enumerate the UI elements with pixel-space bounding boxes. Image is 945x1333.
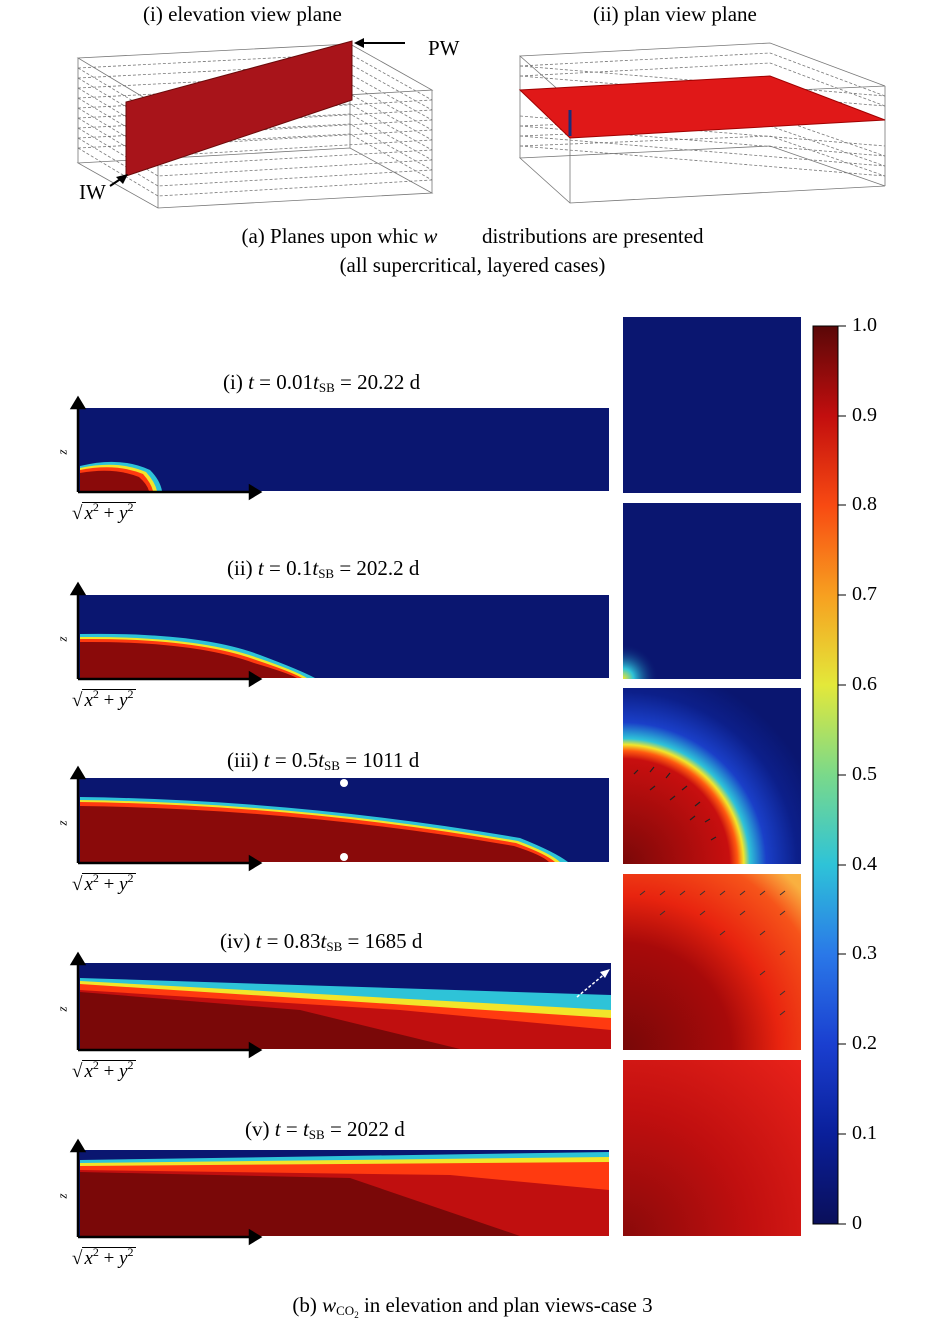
z-axis-label-3: z [54,820,70,826]
caption-a-symbol: w [423,224,438,248]
colorbar [812,325,839,1225]
elevation-panel-5 [78,1150,609,1236]
vector-arrows-3 [633,766,717,841]
z-axis-label-5: z [54,1193,70,1199]
plan-view-title: (ii) plan view plane [593,2,757,26]
colorbar-tick-label: 0.8 [852,493,877,515]
plan-panel-2 [623,503,801,679]
plan-panel-5 [623,1060,801,1236]
vector-arrows-4 [639,890,786,1016]
colorbar-tick-label: 0 [852,1212,862,1234]
colorbar-tick-label: 0.2 [852,1032,877,1054]
plan-panel-3 [623,688,801,864]
radial-axis-label-1: √ x2 + y2 [72,500,136,524]
colorbar-ticks [838,325,846,1225]
colorbar-tick-label: 0.3 [852,942,877,964]
elevation-view-title: (i) elevation view plane [143,2,342,26]
panel-title-1: (i) t = 0.01tSB = 20.22 d [223,370,421,395]
panel-title-2: (ii) t = 0.1tSB = 202.2 d [227,556,420,581]
plan-panel-4 [623,874,801,1050]
caption-a: (a) Planes upon whic w distributions are… [0,222,945,280]
colorbar-tick-label: 0.6 [852,673,877,695]
colorbar-tick-label: 0.9 [852,404,877,426]
colorbar-tick-label: 0.4 [852,853,877,875]
elevation-plane [125,40,353,177]
colorbar-tick-label: 0.5 [852,763,877,785]
elevation-panel-3 [78,778,609,862]
radial-axis-label-3: √ x2 + y2 [72,871,136,895]
colorbar-tick-label: 1.0 [852,314,877,336]
z-axis-label-4: z [54,1006,70,1012]
elevation-panel-4 [78,963,611,1049]
pw-label: PW [428,36,460,60]
z-axis-label-2: z [54,636,70,642]
iw-label: IW [79,180,106,204]
plan-plane [518,75,886,139]
radial-axis-label-4: √ x2 + y2 [72,1058,136,1082]
panel-title-5: (v) t = tSB = 2022 d [245,1117,405,1142]
caption-a-pre: (a) Planes upon whic [241,224,419,248]
radial-axis-label-5: √ x2 + y2 [72,1245,136,1269]
panel-title-4: (iv) t = 0.83tSB = 1685 d [220,929,423,954]
caption-a-line2: (all supercritical, layered cases) [339,253,606,277]
plan-view-diagram [518,42,886,204]
panel-title-3: (iii) t = 0.5tSB = 1011 d [227,748,420,773]
colorbar-tick-label: 0.7 [852,583,877,605]
plan-panel-1 [623,317,801,493]
caption-b: (b) wCO2 in elevation and plan views-cas… [292,1293,653,1320]
elevation-view-diagram [76,38,434,209]
z-axis-label-1: z [54,449,70,455]
axes-arrows [69,395,263,1246]
elevation-panel-2 [78,595,609,678]
caption-a-post: distributions are presented [481,224,704,248]
radial-axis-label-2: √ x2 + y2 [72,687,136,711]
colorbar-tick-label: 0.1 [852,1122,877,1144]
elevation-panel-1 [78,408,609,491]
